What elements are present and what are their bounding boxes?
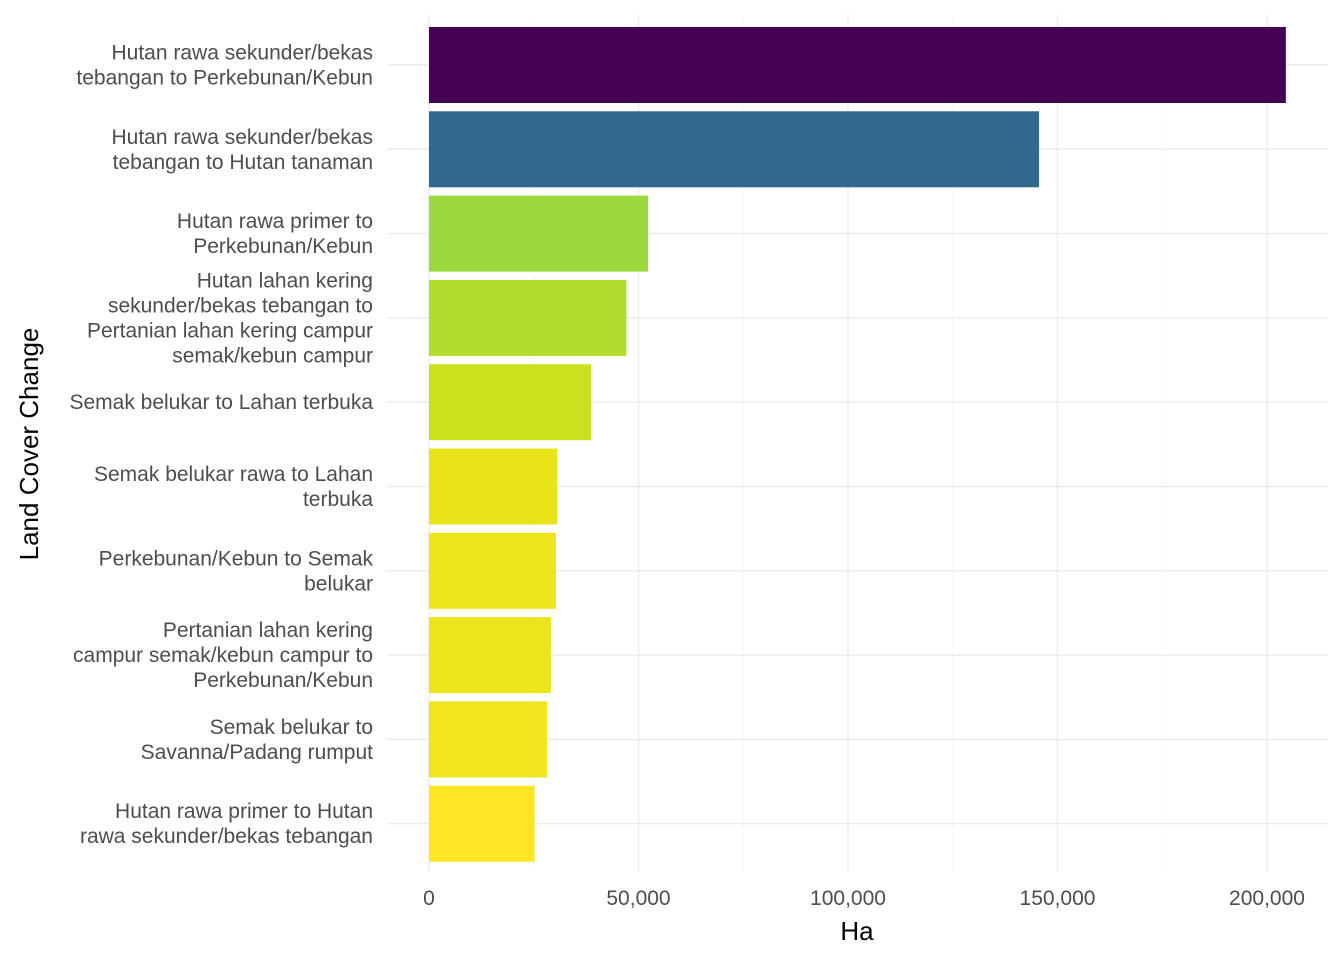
bar bbox=[429, 701, 548, 778]
bar bbox=[429, 532, 556, 609]
y-category-label: Hutan lahan kering bbox=[197, 269, 373, 292]
x-axis-ticks: 0 50,000 100,000 150,000 200,000 bbox=[423, 887, 1305, 910]
bar bbox=[429, 111, 1040, 188]
y-category-label: Hutan rawa primer to bbox=[177, 210, 373, 233]
x-tick-label: 0 bbox=[423, 887, 435, 910]
y-category-label: Semak belukar to Lahan terbuka bbox=[69, 391, 373, 414]
x-tick-label: 150,000 bbox=[1020, 887, 1096, 910]
y-category-label: semak/kebun campur bbox=[172, 344, 373, 367]
y-category-label: Hutan rawa sekunder/bekas bbox=[112, 42, 374, 65]
y-category-label: terbuka bbox=[303, 488, 373, 511]
bar bbox=[429, 364, 592, 441]
bar bbox=[429, 617, 551, 694]
x-tick-label: 50,000 bbox=[606, 887, 670, 910]
y-category-label: Semak belukar rawa to Lahan bbox=[94, 463, 373, 486]
x-axis-title: Ha bbox=[840, 916, 874, 946]
y-category-label: tebangan to Hutan tanaman bbox=[113, 151, 373, 174]
y-category-label: Pertanian lahan kering campur bbox=[87, 319, 373, 342]
y-category-label: Hutan rawa sekunder/bekas bbox=[112, 126, 374, 149]
x-tick-label: 200,000 bbox=[1229, 887, 1305, 910]
y-category-label: tebangan to Perkebunan/Kebun bbox=[76, 67, 373, 90]
y-axis-title: Land Cover Change bbox=[14, 328, 44, 561]
y-category-label: Perkebunan/Kebun bbox=[193, 669, 373, 692]
bar bbox=[429, 448, 558, 525]
y-category-label: Pertanian lahan kering bbox=[163, 619, 373, 642]
bar bbox=[429, 27, 1286, 103]
bars bbox=[429, 27, 1286, 862]
y-category-label: campur semak/kebun campur to bbox=[73, 644, 373, 667]
bar bbox=[429, 195, 649, 272]
y-category-label: Perkebunan/Kebun to Semak bbox=[99, 547, 374, 570]
y-category-label: Semak belukar to bbox=[210, 716, 373, 739]
y-category-label: sekunder/bekas tebangan to bbox=[108, 294, 373, 317]
x-tick-label: 100,000 bbox=[810, 887, 886, 910]
y-category-label: rawa sekunder/bekas tebangan bbox=[80, 825, 373, 848]
y-category-label: belukar bbox=[304, 572, 373, 595]
y-category-label: Savanna/Padang rumput bbox=[141, 741, 373, 764]
bar bbox=[429, 785, 535, 862]
y-category-label: Hutan rawa primer to Hutan bbox=[115, 800, 373, 823]
bar bbox=[429, 279, 627, 356]
y-category-label: Perkebunan/Kebun bbox=[193, 235, 373, 258]
